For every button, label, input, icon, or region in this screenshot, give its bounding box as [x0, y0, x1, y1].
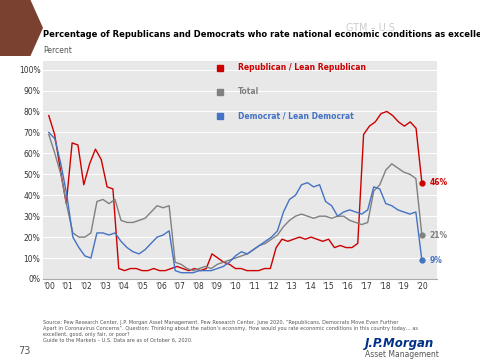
Text: 73: 73: [430, 21, 451, 35]
Text: Consumer confidence by political affiliation: Consumer confidence by political affilia…: [50, 21, 368, 35]
Text: Democrat / Lean Democrat: Democrat / Lean Democrat: [238, 111, 354, 120]
Text: Percent: Percent: [43, 46, 72, 55]
Text: Asset Management: Asset Management: [365, 350, 439, 359]
Text: GTM – U.S.: GTM – U.S.: [346, 23, 397, 33]
Text: Investing
principles: Investing principles: [5, 170, 16, 201]
Text: J.P.Morgan: J.P.Morgan: [365, 337, 434, 350]
Text: 21%: 21%: [429, 230, 447, 239]
Text: Source: Pew Research Center, J.P. Morgan Asset Management. Pew Research Center, : Source: Pew Research Center, J.P. Morgan…: [43, 320, 418, 343]
Text: Republican / Lean Republican: Republican / Lean Republican: [238, 63, 366, 72]
Text: Total: Total: [238, 87, 259, 96]
Text: 73: 73: [18, 346, 30, 356]
Text: 46%: 46%: [429, 178, 447, 187]
Polygon shape: [0, 0, 42, 56]
Text: 9%: 9%: [429, 256, 442, 265]
Text: Percentage of Republicans and Democrats who rate national economic conditions as: Percentage of Republicans and Democrats …: [43, 30, 480, 39]
